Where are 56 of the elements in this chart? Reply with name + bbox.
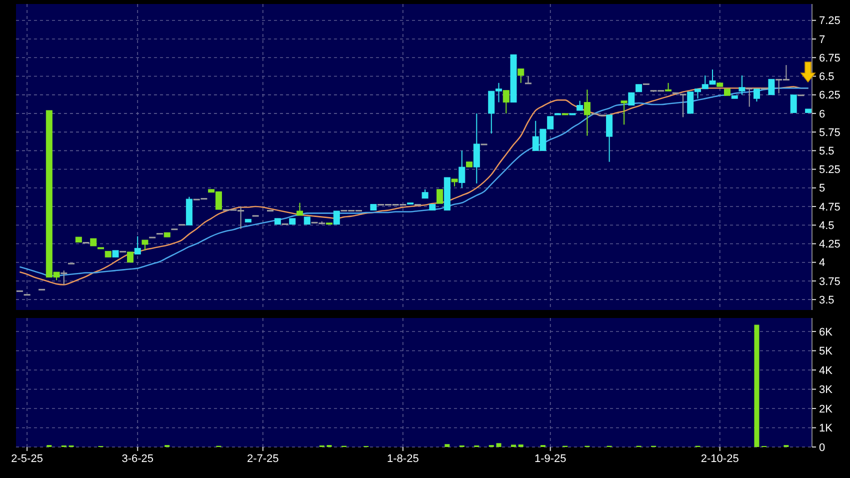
y-tick-label: 4.25 [819, 238, 840, 251]
x-tick-label: 1-8-25 [387, 453, 419, 465]
candlestick [628, 92, 635, 106]
bar [444, 444, 450, 447]
y-tick-label: 1K [819, 422, 834, 435]
candlestick [333, 210, 340, 225]
y-tick-label: 6K [819, 326, 834, 338]
y-tick-label: 6.75 [819, 52, 840, 64]
candlestick [296, 202, 304, 216]
candlestick [502, 90, 510, 114]
bar [518, 444, 524, 447]
candlestick [458, 150, 466, 188]
y-tick-label: 5 [819, 182, 826, 195]
y-tick-label: 4 [819, 257, 826, 270]
candlestick [768, 78, 775, 96]
y-tick-label: 3.75 [819, 276, 840, 288]
bar [754, 324, 760, 447]
y-tick-label: 3K [819, 384, 834, 396]
x-tick-label: 3-6-25 [122, 453, 154, 465]
candlestick [746, 88, 753, 108]
y-tick-label: 3.5 [819, 294, 834, 306]
y-tick-label: 5.5 [819, 146, 834, 158]
candlestick [134, 236, 141, 255]
candlestick [142, 240, 148, 251]
y-tick-label: 5K [819, 346, 834, 358]
y-tick-label: 4.5 [819, 220, 834, 232]
candlestick [576, 100, 584, 111]
candlestick [126, 251, 134, 263]
x-tick-label: 1-9-25 [534, 453, 566, 465]
candlestick [473, 112, 480, 184]
y-tick-label: 6 [819, 108, 826, 120]
bar [496, 443, 502, 447]
candlestick [738, 74, 746, 96]
y-tick-label: 7 [819, 34, 826, 46]
y-tick-label: 0 [819, 442, 826, 454]
candlestick [60, 270, 68, 286]
candlestick [680, 94, 686, 118]
candlestick [524, 76, 532, 84]
x-tick-label: 2-10-25 [700, 453, 739, 465]
candlestick [518, 68, 524, 84]
x-tick-label: 2-5-25 [11, 453, 43, 465]
candlestick [753, 88, 760, 102]
candlestick [584, 89, 590, 136]
y-tick-label: 5.25 [819, 164, 840, 176]
y-tick-label: 7.25 [819, 15, 840, 28]
x-tick-label: 2-7-25 [247, 453, 279, 465]
y-tick-label: 2K [819, 403, 834, 416]
y-tick-label: 6.25 [819, 90, 840, 102]
y-tick-label: 4K [819, 364, 834, 377]
candlestick [790, 94, 797, 114]
y-tick-label: 5.75 [819, 126, 840, 139]
y-tick-label: 6.5 [819, 71, 834, 84]
candlestick [436, 188, 444, 204]
candlestick [606, 114, 613, 162]
candlestick [620, 100, 628, 126]
y-tick-label: 4.75 [819, 201, 840, 214]
